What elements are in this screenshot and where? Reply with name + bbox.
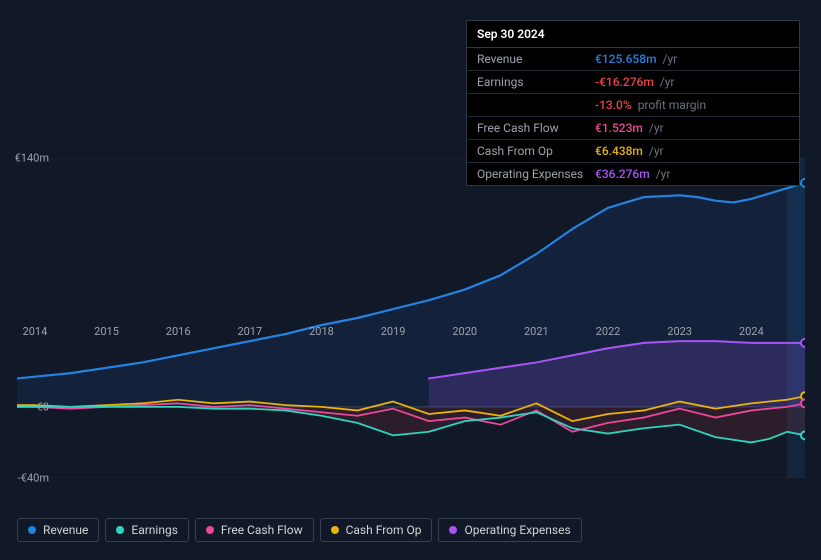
y-axis-tick-label: €140m xyxy=(15,152,49,165)
tooltip-row-unit: /yr xyxy=(653,167,671,181)
tooltip-row: Earnings-€16.276m /yr xyxy=(467,71,799,94)
tooltip-row: -13.0% profit margin xyxy=(467,94,799,117)
tooltip-row-value: -13.0% xyxy=(595,98,632,112)
tooltip-row-unit: /yr xyxy=(646,144,664,158)
tooltip-row: Operating Expenses€36.276m /yr xyxy=(467,163,799,185)
tooltip-row-label xyxy=(477,98,595,112)
legend-dot-icon xyxy=(449,526,457,534)
tooltip-row-value: €36.276m xyxy=(595,167,650,181)
x-axis-tick-label: 2015 xyxy=(94,325,119,338)
x-axis-tick-label: 2018 xyxy=(309,325,334,338)
legend-label: Earnings xyxy=(131,523,178,537)
tooltip-row-label: Revenue xyxy=(477,52,595,66)
tooltip-row: Free Cash Flow€1.523m /yr xyxy=(467,117,799,140)
x-axis-tick-label: 2020 xyxy=(452,325,477,338)
x-axis-tick-label: 2022 xyxy=(596,325,621,338)
tooltip-row-label: Free Cash Flow xyxy=(477,121,595,135)
legend-dot-icon xyxy=(28,526,36,534)
tooltip-row: Cash From Op€6.438m /yr xyxy=(467,140,799,163)
tooltip-row-unit: profit margin xyxy=(635,98,706,112)
legend-item-earnings[interactable]: Earnings xyxy=(105,518,189,542)
x-axis-tick-label: 2024 xyxy=(739,325,764,338)
legend-item-opex[interactable]: Operating Expenses xyxy=(438,518,581,542)
legend-label: Operating Expenses xyxy=(464,523,570,537)
tooltip-row-value: €1.523m xyxy=(595,121,643,135)
legend-label: Cash From Op xyxy=(346,523,422,537)
tooltip-row: Revenue€125.658m /yr xyxy=(467,48,799,71)
legend-dot-icon xyxy=(331,526,339,534)
x-axis-tick-label: 2019 xyxy=(381,325,406,338)
tooltip-row-label: Operating Expenses xyxy=(477,167,595,181)
tooltip-row-value: €125.658m xyxy=(595,52,657,66)
x-axis-tick-label: 2017 xyxy=(237,325,262,338)
x-axis-tick-label: 2016 xyxy=(166,325,191,338)
tooltip-date: Sep 30 2024 xyxy=(467,21,799,48)
legend-item-revenue[interactable]: Revenue xyxy=(17,518,99,542)
tooltip-body: Revenue€125.658m /yrEarnings-€16.276m /y… xyxy=(467,48,799,185)
tooltip-row-value: €6.438m xyxy=(595,144,643,158)
x-axis-tick-label: 2014 xyxy=(23,325,48,338)
legend-label: Free Cash Flow xyxy=(221,523,303,537)
chart-legend: Revenue Earnings Free Cash Flow Cash From O… xyxy=(17,518,582,542)
chart-svg xyxy=(17,158,805,478)
tooltip-row-unit: /yr xyxy=(657,75,675,89)
y-axis-tick-label: -€40m xyxy=(18,472,49,485)
x-axis-tick-label: 2021 xyxy=(524,325,549,338)
legend-item-fcf[interactable]: Free Cash Flow xyxy=(195,518,314,542)
legend-label: Revenue xyxy=(43,523,88,537)
tooltip-row-label: Earnings xyxy=(477,75,595,89)
x-axis-labels: 2014 2015 2016 2017 2018 2019 2020 2021 2022 2023… xyxy=(17,325,805,345)
tooltip-row-label: Cash From Op xyxy=(477,144,595,158)
legend-dot-icon xyxy=(116,526,124,534)
tooltip-row-unit: /yr xyxy=(660,52,678,66)
tooltip-row-value: -€16.276m xyxy=(595,75,654,89)
y-axis-tick-label: €0 xyxy=(37,400,49,413)
legend-dot-icon xyxy=(206,526,214,534)
legend-item-cashop[interactable]: Cash From Op xyxy=(320,518,433,542)
chart-tooltip: Sep 30 2024 Revenue€125.658m /yrEarnings… xyxy=(466,20,800,186)
x-axis-tick-label: 2023 xyxy=(667,325,692,338)
tooltip-row-unit: /yr xyxy=(646,121,664,135)
